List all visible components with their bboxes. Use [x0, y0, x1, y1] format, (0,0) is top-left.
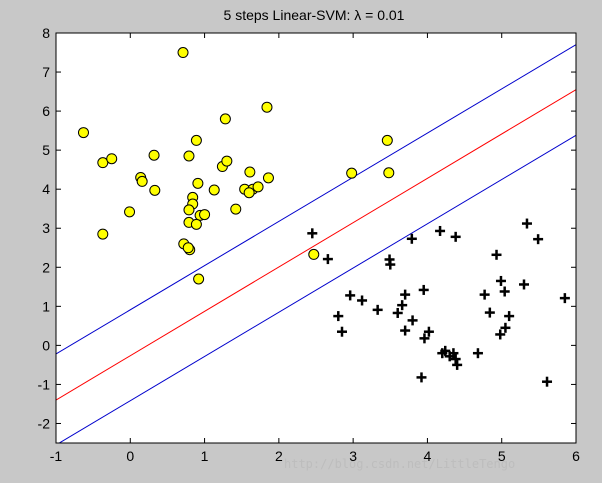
circle-point-39	[383, 167, 395, 179]
plus-point-24	[450, 354, 461, 365]
plus-point-30	[491, 249, 502, 260]
x-tick-label-0: -1	[50, 448, 63, 464]
plus-point-19	[435, 225, 446, 236]
axes-frame	[55, 32, 577, 444]
plus-point-0	[307, 228, 318, 239]
circle-point-26	[221, 155, 233, 167]
circle-point-2	[106, 153, 118, 165]
plus-point-16	[419, 333, 430, 344]
circle-point-27	[219, 113, 231, 125]
svm-lines	[56, 44, 576, 443]
watermark: http://blog.csdn.net/LittleTengo	[284, 457, 515, 471]
circle-point-14	[183, 204, 195, 216]
plus-point-25	[452, 359, 463, 370]
plus-point-21	[440, 345, 451, 356]
plus-point-12	[400, 325, 411, 336]
circle-point-18	[190, 218, 202, 230]
circle-point-7	[148, 149, 160, 161]
circle-point-8	[149, 184, 161, 196]
plus-point-38	[533, 234, 544, 245]
circle-point-24	[208, 184, 220, 196]
plus-point-39	[542, 376, 553, 387]
plus-point-3	[337, 326, 347, 337]
y-tick-label-6: 4	[42, 181, 50, 197]
y-tick-label-8: 6	[42, 103, 50, 119]
circle-point-37	[346, 167, 358, 179]
circle-point-5	[136, 175, 148, 187]
x-tick-label-6: 5	[498, 448, 506, 464]
plus-point-14	[407, 315, 418, 326]
x-tick-label-7: 6	[572, 448, 580, 464]
circle-point-19	[192, 177, 204, 189]
circle-point-22	[182, 242, 194, 254]
decision-boundary-line	[56, 89, 576, 401]
margin-line-2	[58, 134, 576, 443]
plus-point-6	[372, 304, 383, 315]
y-tick-label-5: 3	[42, 220, 50, 236]
plus-point-2	[333, 311, 344, 322]
circle-point-1	[97, 157, 109, 169]
plus-point-10	[397, 300, 408, 311]
circle-point-3	[97, 228, 109, 240]
plus-point-37	[521, 218, 532, 229]
plus-point-15	[416, 372, 427, 383]
plus-point-32	[495, 329, 506, 340]
plus-point-27	[472, 348, 483, 359]
y-tick-label-7: 5	[42, 142, 50, 158]
circle-point-6	[124, 206, 136, 218]
circle-point-17	[199, 209, 211, 221]
plus-point-11	[400, 289, 411, 300]
circle-point-9	[177, 47, 189, 59]
margin-line-0	[56, 44, 576, 355]
circle-point-28	[230, 203, 242, 215]
plus-point-31	[495, 275, 506, 286]
plus-point-5	[357, 295, 368, 306]
plus-point-29	[484, 307, 495, 318]
chart-title: 5 steps Linear-SVM: λ = 0.01	[224, 7, 405, 23]
plus-point-26	[450, 231, 461, 242]
plus-point-4	[345, 290, 356, 301]
y-tick-label-0: -2	[38, 415, 51, 431]
circle-point-10	[183, 150, 195, 162]
plus-point-33	[499, 286, 510, 297]
plus-point-1	[322, 254, 333, 265]
y-tick-label-4: 2	[42, 259, 50, 275]
y-tick-label-9: 7	[42, 64, 50, 80]
circle-point-23	[193, 273, 205, 285]
plus-point-35	[504, 311, 515, 322]
plus-point-34	[500, 322, 511, 333]
y-tick-label-1: -1	[38, 376, 51, 392]
circle-point-35	[261, 101, 273, 113]
plus-point-28	[479, 289, 490, 300]
circle-point-33	[244, 166, 256, 178]
plus-point-8	[385, 259, 396, 270]
circle-point-31	[252, 181, 264, 193]
circle-point-38	[381, 134, 393, 146]
plus-point-23	[448, 348, 459, 359]
plus-point-36	[519, 279, 529, 290]
data-points	[77, 47, 570, 387]
y-tick-label-3: 1	[42, 298, 50, 314]
y-tick-label-2: 0	[42, 337, 50, 353]
circle-point-32	[243, 187, 255, 199]
x-tick-label-4: 3	[349, 448, 357, 464]
y-tick-label-10: 8	[42, 25, 50, 41]
circle-point-0	[77, 127, 89, 139]
plus-point-40	[559, 293, 570, 304]
plus-point-17	[418, 284, 429, 295]
circle-point-36	[308, 248, 320, 260]
x-tick-label-1: 0	[126, 448, 134, 464]
plus-point-9	[392, 307, 403, 318]
plus-point-18	[423, 326, 434, 337]
axes-background	[56, 33, 576, 443]
circle-point-34	[262, 172, 274, 184]
x-tick-label-3: 2	[275, 448, 283, 464]
circle-point-11	[190, 134, 202, 146]
plus-point-13	[406, 233, 417, 244]
x-tick-label-5: 4	[424, 448, 432, 464]
axis-ticks: -1 0 1 2 3 4 5 6 -2 -1 0 1 2 3 4 5 6 7 8	[38, 25, 581, 464]
x-tick-label-2: 1	[201, 448, 209, 464]
